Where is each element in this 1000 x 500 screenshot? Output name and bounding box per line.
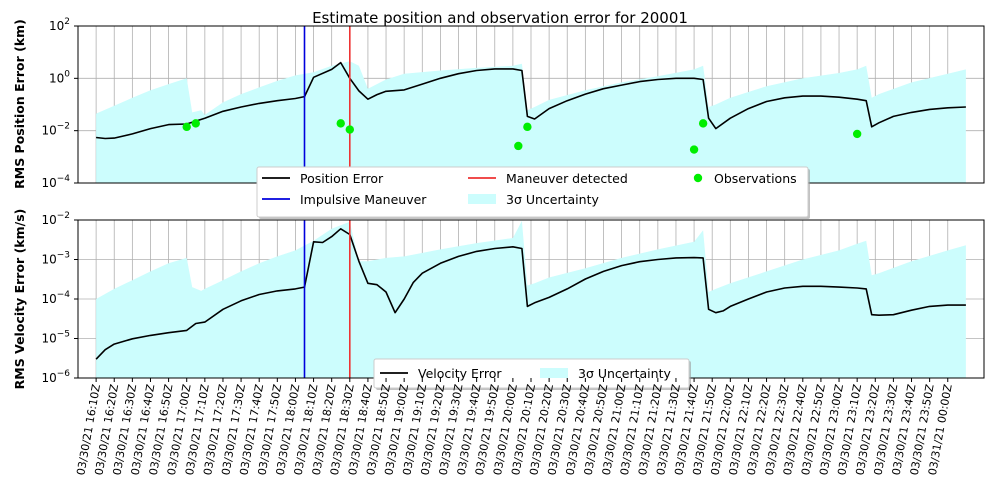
- y-tick-label: 10−4: [41, 174, 70, 190]
- legend-label: Position Error: [300, 171, 384, 186]
- position-y-label: RMS Position Error (km): [12, 19, 27, 189]
- legend-box: [256, 166, 809, 218]
- y-tick-label: 102: [49, 17, 70, 33]
- y-tick-label: 10−2: [41, 122, 70, 138]
- legend-patch-swatch: [540, 368, 568, 378]
- legend-label: Impulsive Maneuver: [300, 192, 427, 207]
- observation-point: [689, 145, 699, 154]
- legend-dot-swatch: [693, 173, 703, 183]
- velocity-y-label: RMS Velocity Error (km/s): [12, 209, 27, 390]
- position-observations: [182, 119, 862, 154]
- uncertainty-area: [96, 61, 966, 184]
- legend-patch-swatch: [468, 194, 496, 204]
- position-legend: Position Error Maneuver detected Observati…: [256, 166, 810, 219]
- observation-point: [698, 119, 708, 128]
- position-uncertainty-fill: [96, 61, 966, 184]
- uncertainty-area: [96, 220, 966, 378]
- position-y-ticks: 10−4 10−2 100 102: [41, 17, 78, 190]
- y-tick-label: 10−5: [41, 330, 70, 346]
- legend-label: Observations: [714, 171, 797, 186]
- velocity-uncertainty-fill: [96, 220, 966, 378]
- y-tick-label: 10−2: [41, 211, 70, 227]
- y-tick-label: 100: [49, 69, 70, 85]
- observation-point: [852, 129, 862, 139]
- legend-label: 3σ Uncertainty: [506, 192, 599, 207]
- velocity-y-ticks: 10−6 10−5 10−4 10−3 10−2: [41, 211, 78, 385]
- position-error-panel: 10−4 10−2 100 102 RMS Position Error (km) P…: [12, 17, 985, 219]
- observation-point: [191, 119, 200, 128]
- velocity-lines: [95, 220, 966, 378]
- velocity-legend: Velocity Error 3σ Uncertainty: [373, 358, 691, 390]
- error-line: [95, 228, 966, 360]
- observation-point: [514, 141, 523, 151]
- y-tick-label: 10−3: [41, 251, 70, 267]
- legend-box: [373, 358, 690, 389]
- observation-point: [336, 119, 345, 128]
- legend-label: 3σ Uncertainty: [578, 366, 671, 381]
- chart-title: Estimate position and observation error …: [312, 9, 688, 27]
- position-lines: [96, 26, 966, 183]
- y-tick-label: 10−4: [41, 290, 70, 306]
- legend-label: Velocity Error: [418, 366, 502, 381]
- observation-point: [345, 125, 354, 134]
- error-line: [96, 61, 966, 140]
- observation-point: [182, 122, 191, 132]
- legend-label: Maneuver detected: [506, 171, 628, 186]
- observation-point: [523, 122, 532, 132]
- y-tick-label: 10−6: [41, 369, 70, 385]
